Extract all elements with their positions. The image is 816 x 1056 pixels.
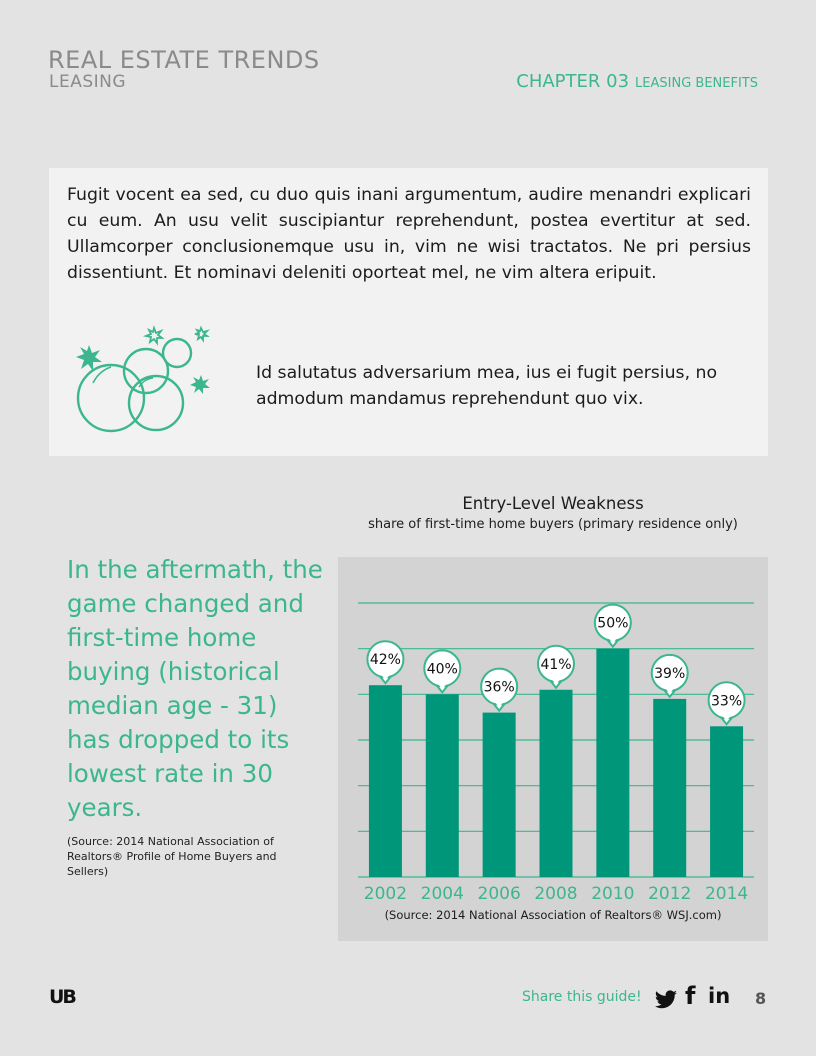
value-callout: 50% <box>593 603 632 649</box>
chapter-section: LEASING BENEFITS <box>635 76 758 91</box>
data-label: 39% <box>654 666 685 682</box>
x-tick-label: 2012 <box>648 884 691 904</box>
value-callout: 39% <box>650 653 689 699</box>
chart-panel: 42% 2002 40% 2004 36% 2006 41% 2008 50% 2010 39% 20… <box>338 557 768 941</box>
sidenote-paragraph: Id salutatus adversarium mea, ius ei fug… <box>256 363 718 409</box>
data-label: 33% <box>711 693 742 709</box>
value-callout: 33% <box>707 681 746 726</box>
data-label: 50% <box>597 616 628 632</box>
quote-source: (Source: 2014 National Association of Re… <box>67 835 277 878</box>
text-panel: Fugit vocent ea sed, cu duo quis inani a… <box>49 168 768 456</box>
data-label: 41% <box>540 657 571 673</box>
chart-subtitle: share of first-time home buyers (primary… <box>368 517 738 532</box>
header-title: REAL ESTATE TRENDS <box>48 46 320 74</box>
page-number: 8 <box>755 989 767 1008</box>
data-label: 40% <box>427 661 458 677</box>
chart-bar <box>425 694 459 877</box>
value-callout: 40% <box>423 649 462 694</box>
chart-bar <box>653 698 687 877</box>
chart-bar <box>368 685 402 877</box>
value-callout: 36% <box>480 667 519 713</box>
x-tick-label: 2004 <box>421 884 464 904</box>
chart-title: Entry-Level Weakness <box>462 494 644 513</box>
data-label: 36% <box>484 680 515 696</box>
intro-paragraph: Fugit vocent ea sed, cu duo quis inani a… <box>67 185 751 283</box>
ub-logo: UB <box>49 986 77 1008</box>
chart-bar <box>710 726 744 877</box>
chart-bar <box>596 648 630 877</box>
x-tick-label: 2006 <box>478 884 521 904</box>
x-tick-label: 2002 <box>364 884 407 904</box>
linkedin-icon[interactable]: in <box>708 984 731 1008</box>
x-tick-label: 2014 <box>705 884 748 904</box>
chapter-heading: CHAPTER 03 LEASING BENEFITS <box>516 71 758 92</box>
twitter-icon[interactable] <box>654 990 678 1010</box>
chart-bar <box>539 689 573 877</box>
chart-source: (Source: 2014 National Association of Re… <box>384 908 722 922</box>
header-subtitle: LEASING <box>49 72 127 92</box>
pull-quote: In the aftermath, the game changed and f… <box>67 555 323 822</box>
value-callout: 41% <box>537 644 575 690</box>
data-label: 42% <box>370 652 401 668</box>
chapter-number: CHAPTER 03 <box>516 71 630 92</box>
bubbles-sparkle-icon <box>76 325 210 433</box>
facebook-icon[interactable]: f <box>685 982 696 1010</box>
bar-chart: 42% 2002 40% 2004 36% 2006 41% 2008 50% 2010 39% 20… <box>358 602 754 904</box>
value-callout: 42% <box>366 640 405 685</box>
x-tick-label: 2008 <box>534 884 577 904</box>
chart-bar <box>482 712 516 877</box>
x-tick-label: 2010 <box>591 884 634 904</box>
share-label: Share this guide! <box>522 989 642 1005</box>
